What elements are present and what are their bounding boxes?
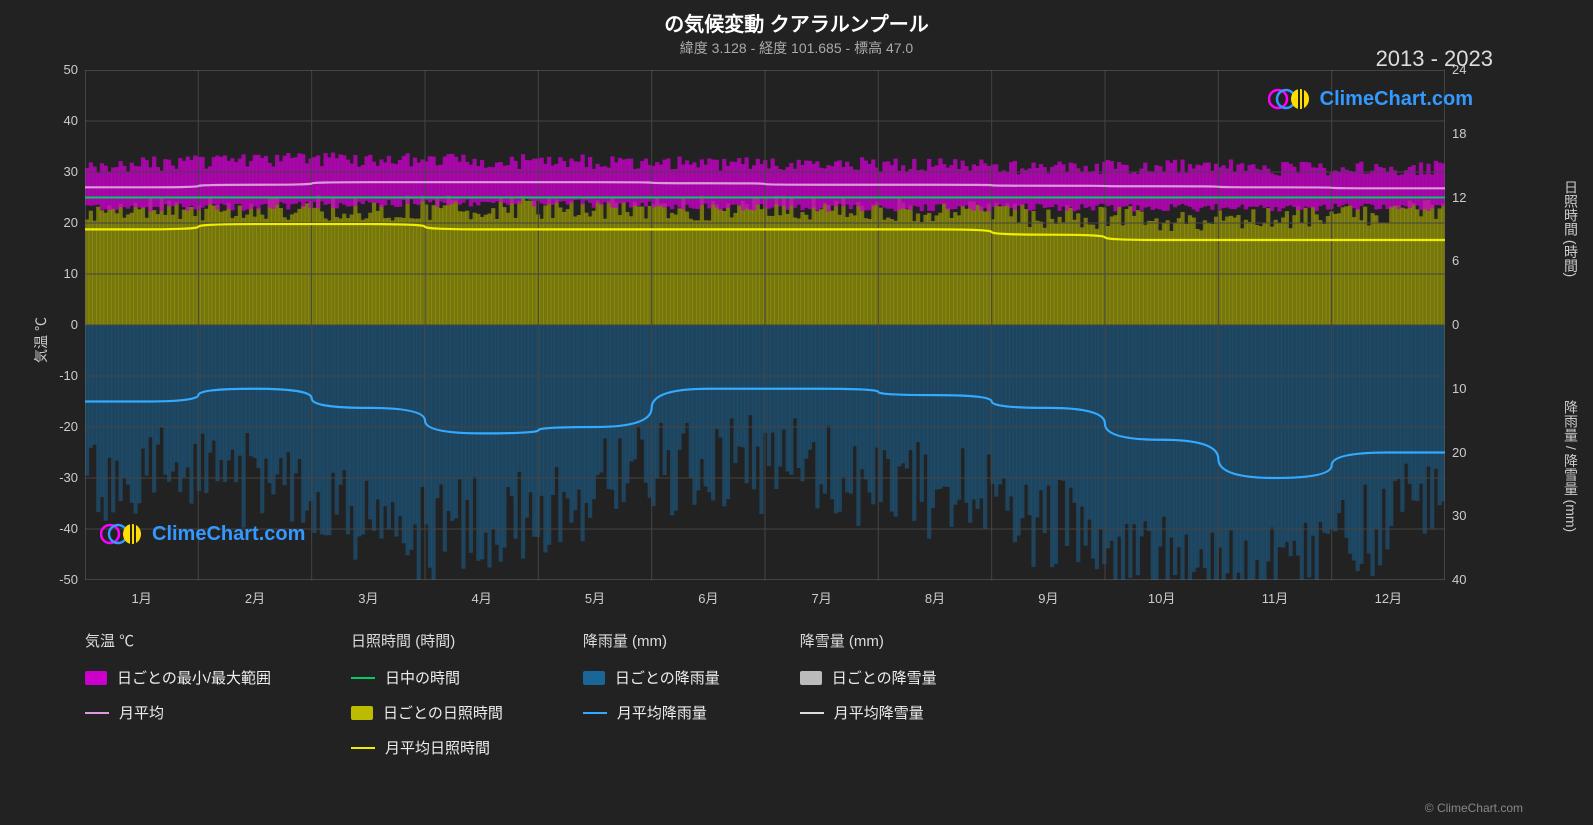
chart-svg [85, 70, 1445, 580]
plot-area [85, 70, 1445, 580]
x-tick: 11月 [1262, 588, 1289, 607]
legend-item: 日中の時間 [351, 667, 503, 688]
legend-header: 気温 ℃ [85, 630, 271, 651]
legend-swatch-icon [583, 671, 605, 685]
x-tick: 1月 [132, 588, 152, 607]
legend-label: 日ごとの降雪量 [832, 667, 937, 688]
legend-line-icon [85, 712, 109, 714]
legend-label: 月平均 [119, 702, 164, 723]
x-tick: 3月 [358, 588, 378, 607]
x-tick: 8月 [925, 588, 945, 607]
legend-header: 降雪量 (mm) [800, 630, 937, 651]
x-tick: 4月 [472, 588, 492, 607]
legend-item: 月平均降雪量 [800, 702, 937, 723]
legend-item: 日ごとの降雨量 [583, 667, 720, 688]
legend-col-rain: 降雨量 (mm) 日ごとの降雨量月平均降雨量 [583, 630, 720, 758]
chart-subtitle: 緯度 3.128 - 経度 101.685 - 標高 47.0 [680, 38, 913, 58]
y-left-tick: -30 [38, 470, 78, 485]
x-tick: 6月 [698, 588, 718, 607]
y-left-tick: 40 [38, 113, 78, 128]
legend-item: 月平均 [85, 702, 271, 723]
y-left-tick: 20 [38, 215, 78, 230]
climate-chart: の気候変動 クアラルンプール 緯度 3.128 - 経度 101.685 - 標… [0, 0, 1593, 825]
x-tick: 5月 [585, 588, 605, 607]
legend-swatch-icon [85, 671, 107, 685]
y-left-tick: -40 [38, 521, 78, 536]
legend-col-temp: 気温 ℃ 日ごとの最小/最大範囲月平均 [85, 630, 271, 758]
x-tick: 12月 [1375, 588, 1402, 607]
legend-item: 日ごとの日照時間 [351, 702, 503, 723]
legend-item: 日ごとの降雪量 [800, 667, 937, 688]
y-axis-right-top-title: 日照時間 (時間) [1561, 180, 1581, 277]
legend-label: 月平均降雨量 [617, 702, 707, 723]
y-right-tick-mm: 30 [1452, 508, 1492, 523]
y-left-tick: -10 [38, 368, 78, 383]
legend-header: 降雨量 (mm) [583, 630, 720, 651]
legend-label: 月平均降雪量 [834, 702, 924, 723]
legend-label: 日ごとの最小/最大範囲 [117, 667, 271, 688]
legend-item: 月平均降雨量 [583, 702, 720, 723]
y-left-tick: 30 [38, 164, 78, 179]
y-right-tick-hours: 12 [1452, 190, 1492, 205]
y-axis-right-bottom-title: 降雨量 / 降雪量 (mm) [1561, 400, 1581, 532]
y-left-tick: 0 [38, 317, 78, 332]
legend-header: 日照時間 (時間) [351, 630, 503, 651]
y-left-tick: 50 [38, 62, 78, 77]
y-right-tick-mm: 20 [1452, 445, 1492, 460]
legend-label: 日ごとの降雨量 [615, 667, 720, 688]
x-tick: 9月 [1038, 588, 1058, 607]
y-right-tick-hours: 24 [1452, 62, 1492, 77]
legend-label: 日ごとの日照時間 [383, 702, 503, 723]
legend-swatch-icon [800, 671, 822, 685]
legend-line-icon [583, 712, 607, 714]
y-right-tick-hours: 0 [1452, 317, 1492, 332]
y-right-tick-mm: 40 [1452, 572, 1492, 587]
copyright: © ClimeChart.com [1425, 801, 1523, 815]
watermark-icon [100, 520, 144, 548]
legend-col-snow: 降雪量 (mm) 日ごとの降雪量月平均降雪量 [800, 630, 937, 758]
legend-line-icon [800, 712, 824, 714]
watermark-bottom: ClimeChart.com [100, 520, 305, 548]
x-tick: 7月 [812, 588, 832, 607]
legend-item: 月平均日照時間 [351, 737, 503, 758]
legend-line-icon [351, 677, 375, 679]
legend-swatch-icon [351, 706, 373, 720]
watermark-icon [1268, 85, 1312, 113]
legend-line-icon [351, 747, 375, 749]
y-left-tick: 10 [38, 266, 78, 281]
legend: 気温 ℃ 日ごとの最小/最大範囲月平均 日照時間 (時間) 日中の時間日ごとの日… [85, 630, 1445, 758]
y-right-tick-hours: 18 [1452, 126, 1492, 141]
legend-col-sunshine: 日照時間 (時間) 日中の時間日ごとの日照時間月平均日照時間 [351, 630, 503, 758]
legend-label: 日中の時間 [385, 667, 460, 688]
y-left-tick: -50 [38, 572, 78, 587]
y-right-tick-mm: 10 [1452, 381, 1492, 396]
legend-item: 日ごとの最小/最大範囲 [85, 667, 271, 688]
legend-label: 月平均日照時間 [385, 737, 490, 758]
y-right-tick-hours: 6 [1452, 253, 1492, 268]
x-tick: 2月 [245, 588, 265, 607]
y-left-tick: -20 [38, 419, 78, 434]
watermark-top: ClimeChart.com [1268, 85, 1473, 113]
chart-title: の気候変動 クアラルンプール [664, 8, 929, 37]
x-tick: 10月 [1148, 588, 1175, 607]
